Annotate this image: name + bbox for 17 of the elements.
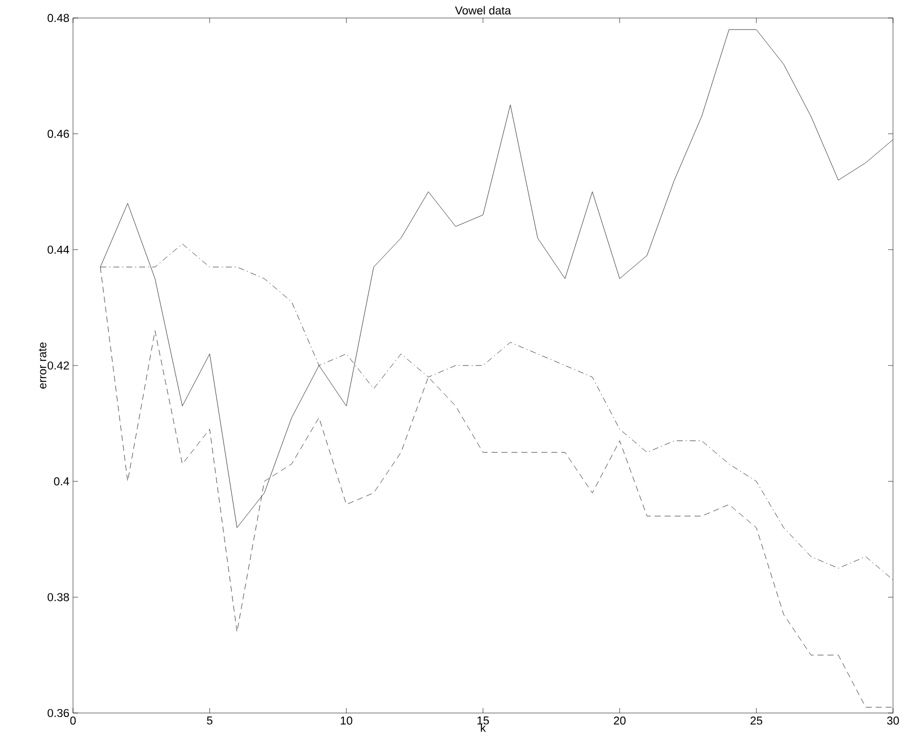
y-tick-label: 0.38 <box>48 593 69 602</box>
x-tick-label: 15 <box>478 716 489 725</box>
y-tick-label: 0.36 <box>48 708 69 718</box>
y-tick-label: 0.48 <box>48 14 69 22</box>
y-tick-label: 0.4 <box>54 477 70 486</box>
x-tick-label: 30 <box>887 716 899 725</box>
chart-title: Vowel data <box>455 6 512 14</box>
x-tick-label: 10 <box>340 716 352 725</box>
y-tick-label: 0.42 <box>48 361 69 370</box>
y-axis-title: error rate <box>38 342 46 389</box>
x-tick-label: 5 <box>206 716 212 725</box>
y-tick-label: 0.46 <box>48 130 69 138</box>
x-axis-title: k <box>480 723 486 732</box>
y-tick-label: 0.44 <box>48 246 70 254</box>
x-tick-label: 0 <box>70 716 76 725</box>
x-tick-label: 25 <box>750 716 762 725</box>
x-tick-label: 20 <box>614 716 626 725</box>
